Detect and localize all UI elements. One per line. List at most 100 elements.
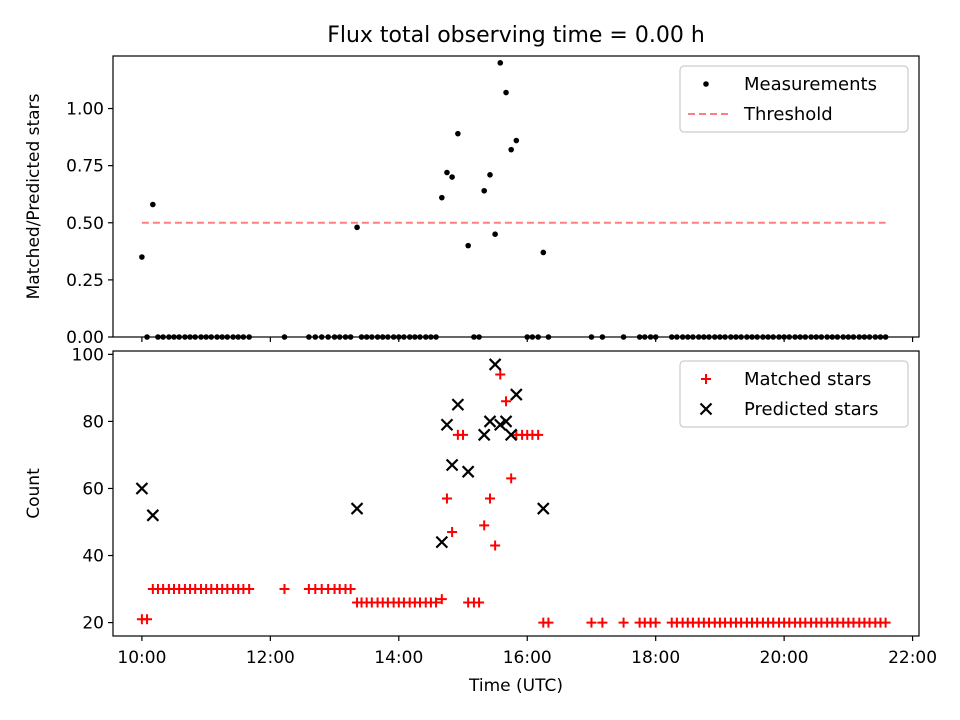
- predicted-star-point: [537, 502, 550, 515]
- measurement-point: [144, 334, 150, 340]
- measurement-point: [503, 89, 509, 96]
- matched-star-point: [618, 617, 629, 628]
- measurement-point: [679, 334, 686, 340]
- measurement-point: [706, 334, 712, 340]
- measurement-point: [465, 242, 471, 249]
- measurement-point: [641, 334, 648, 340]
- ratio-plot-panel: 0.00 0.25 0.50 0.75 1.00 Matched/Predicted st…: [24, 55, 920, 348]
- measurement-point: [728, 334, 734, 340]
- matched-star-point: [543, 617, 554, 628]
- predicted-star-point: [435, 535, 449, 549]
- measurement-point: [176, 334, 182, 340]
- measurement-point: [824, 334, 830, 340]
- x-tick-label: 22:00: [888, 648, 937, 668]
- measurement-point: [354, 224, 360, 231]
- y-tick-label: 40: [82, 547, 104, 567]
- measurement-point: [776, 334, 782, 340]
- measurement-point: [529, 334, 536, 340]
- measurement-point: [684, 334, 691, 340]
- matched-star-point: [495, 369, 506, 380]
- measurement-point: [668, 334, 675, 340]
- measurement-point: [160, 334, 166, 340]
- x-tick-label: 12:00: [246, 648, 295, 668]
- matched-star-point: [501, 396, 512, 407]
- measurement-point: [866, 334, 873, 340]
- matched-star-point: [244, 584, 255, 595]
- matched-star-point: [436, 594, 447, 605]
- measurement-point: [733, 334, 739, 340]
- measurement-point: [203, 334, 209, 340]
- measurement-point: [545, 334, 552, 340]
- matched-star-point: [533, 429, 544, 440]
- measurement-point: [599, 334, 606, 340]
- measurement-point: [235, 334, 242, 340]
- measurement-point: [246, 334, 252, 340]
- y-tick-label: 80: [82, 412, 104, 432]
- measurement-point: [588, 334, 595, 340]
- x-tick-label: 10:00: [117, 648, 166, 668]
- measurement-point: [717, 334, 723, 340]
- measurement-point: [674, 334, 680, 340]
- measurement-point: [476, 334, 482, 340]
- measurement-point: [872, 334, 879, 340]
- legend-measurement-swatch: [703, 81, 709, 87]
- measurement-point: [358, 334, 365, 340]
- y-tick-label: 100: [72, 345, 104, 365]
- measurement-point: [813, 334, 820, 340]
- measurement-point: [455, 130, 461, 137]
- predicted-star-point: [499, 415, 513, 428]
- measurement-point: [770, 334, 777, 340]
- y-tick-label: 0.25: [66, 271, 104, 291]
- measurement-point: [439, 194, 445, 201]
- predicted-star-point: [504, 428, 518, 442]
- matched-star-point: [447, 527, 458, 538]
- measurement-point: [524, 334, 531, 340]
- legend-label: Threshold: [743, 104, 833, 125]
- predicted-star-point: [350, 502, 364, 515]
- measurement-point: [208, 334, 215, 340]
- matched-star-point: [142, 614, 153, 625]
- measurement-point: [711, 334, 718, 340]
- measurement-point: [155, 334, 161, 340]
- measurement-point: [198, 334, 204, 340]
- measurement-point: [840, 334, 847, 340]
- measurement-point: [754, 334, 760, 340]
- matched-star-point: [479, 520, 490, 531]
- matched-star-point: [345, 584, 356, 595]
- plot-frame: [112, 55, 920, 338]
- measurement-point: [535, 334, 541, 340]
- legend-matched-swatch: [701, 374, 711, 384]
- measurement-point: [230, 334, 236, 340]
- legend-label: Measurements: [744, 74, 877, 95]
- matched-star-point: [650, 617, 661, 628]
- measurement-point: [861, 334, 868, 340]
- measurement-point: [808, 334, 814, 340]
- measurement-point: [652, 334, 659, 340]
- measurement-point: [701, 334, 707, 340]
- matched-star-point: [506, 473, 517, 484]
- measurement-point: [760, 334, 766, 340]
- matched-star-point: [279, 584, 290, 595]
- measurement-point: [481, 187, 488, 194]
- measurement-point: [834, 334, 841, 340]
- measurement-point: [385, 334, 391, 340]
- measurement-point: [412, 334, 418, 340]
- measurement-point: [187, 334, 193, 340]
- measurement-point: [722, 334, 728, 340]
- measurement-point: [224, 334, 231, 340]
- measurement-point: [471, 334, 477, 340]
- measurement-point: [406, 334, 413, 340]
- measurement-point: [636, 334, 643, 340]
- measurement-point: [192, 334, 199, 340]
- predicted-star-point: [477, 428, 491, 442]
- y-tick-label: 0.00: [66, 328, 104, 348]
- measurement-point: [744, 334, 750, 340]
- predicted-star-point: [146, 509, 160, 522]
- matched-star-point: [597, 617, 608, 628]
- measurement-point: [647, 334, 654, 340]
- matched-star-point: [880, 617, 891, 628]
- measurement-point: [690, 334, 696, 340]
- measurement-point: [318, 334, 325, 340]
- predicted-star-point: [488, 358, 502, 371]
